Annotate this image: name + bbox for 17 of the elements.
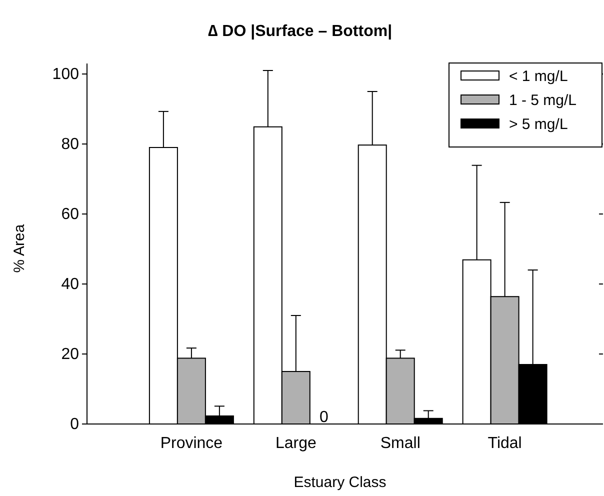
chart-title: ∆ DO |Surface – Bottom| [208, 23, 392, 40]
y-tick-label: 0 [70, 416, 80, 434]
x-tick-label: Tidal [488, 434, 522, 452]
y-tick-label: 100 [52, 66, 80, 84]
legend-label: > 5 mg/L [509, 116, 568, 133]
annotation: 0 [319, 409, 328, 426]
y-tick-label: 60 [61, 206, 80, 224]
y-tick-label: 80 [61, 136, 80, 154]
y-tick-label: 40 [61, 276, 80, 294]
x-tick-label: Large [275, 434, 316, 452]
y-tick-label: 20 [61, 346, 80, 364]
x-axis-title: Estuary Class [294, 474, 386, 491]
y-axis-title: % Area [11, 224, 28, 273]
legend-label: 1 - 5 mg/L [509, 92, 577, 109]
x-tick-label: Province [160, 434, 223, 452]
x-tick-label: Small [380, 434, 420, 452]
legend-label: < 1 mg/L [509, 68, 568, 85]
